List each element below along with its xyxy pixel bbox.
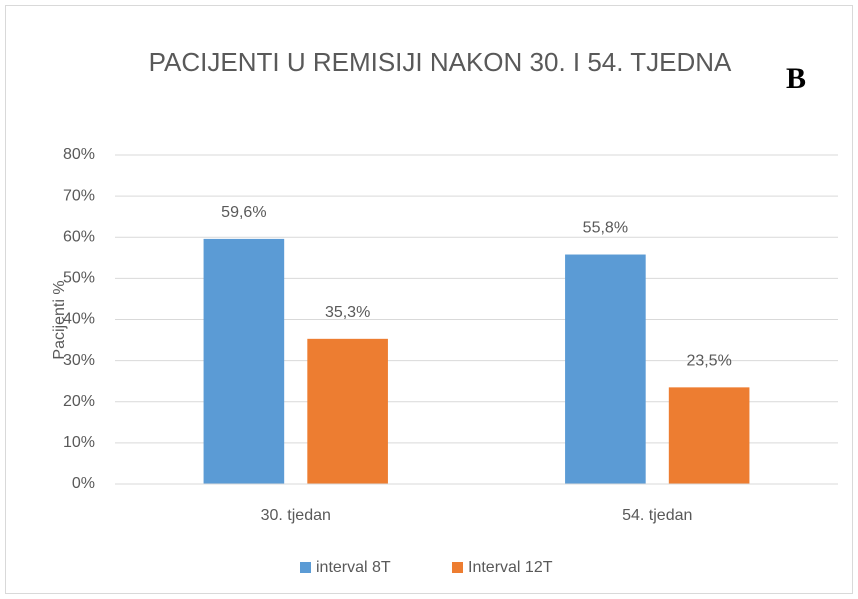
y-tick-label: 10% — [63, 434, 95, 451]
bar — [668, 387, 750, 484]
y-tick-label: 0% — [72, 475, 95, 492]
y-tick-label: 20% — [63, 393, 95, 410]
legend-swatch — [300, 562, 311, 573]
legend-swatch — [452, 562, 463, 573]
data-label: 55,8% — [583, 220, 628, 237]
chart-border — [5, 5, 853, 594]
y-tick-label: 80% — [63, 146, 95, 163]
y-tick-label: 30% — [63, 352, 95, 369]
bar — [307, 338, 388, 484]
y-tick-label: 40% — [63, 311, 95, 328]
y-tick-label: 70% — [63, 187, 95, 204]
legend-label: Interval 12T — [468, 559, 553, 576]
x-tick-label: 54. tjedan — [622, 507, 692, 524]
legend-label: interval 8T — [316, 559, 391, 576]
annotation: B — [786, 62, 807, 95]
data-label: 35,3% — [325, 304, 370, 321]
data-label: 59,6% — [221, 204, 266, 221]
chart-title: PACIJENTI U REMISIJI NAKON 30. I 54. TJE… — [148, 47, 732, 77]
y-tick-label: 50% — [63, 270, 95, 287]
x-tick-label: 30. tjedan — [261, 507, 331, 524]
bar — [565, 254, 646, 484]
y-axis-label: Pacijenti % — [51, 280, 68, 359]
data-label: 23,5% — [686, 353, 731, 370]
y-tick-label: 60% — [63, 228, 95, 245]
bar — [203, 238, 285, 484]
